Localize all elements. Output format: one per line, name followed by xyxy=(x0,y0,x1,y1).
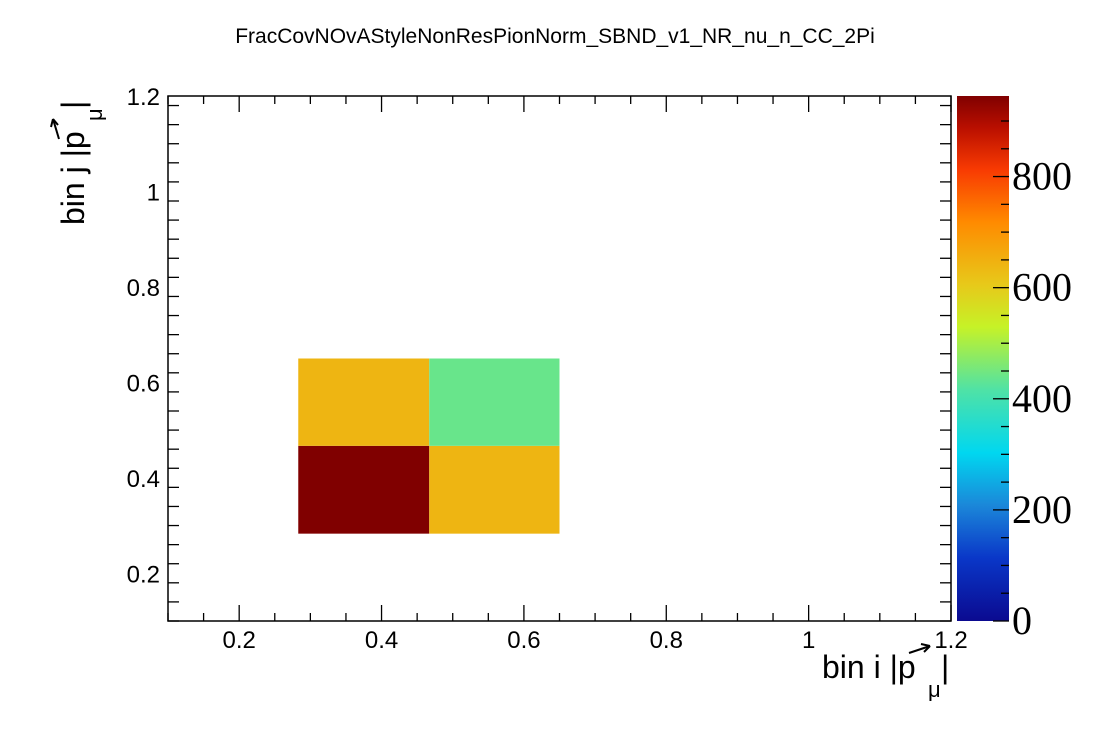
z-tick-label: 400 xyxy=(1012,376,1072,421)
z-tick-label: 0 xyxy=(1012,598,1032,643)
vector-arrow-icon xyxy=(908,643,931,654)
y-axis-tick-labels: 0.2 0.4 0.6 0.8 1 1.2 xyxy=(127,84,160,588)
y-axis-label: bin j |p μ | xyxy=(50,101,107,225)
x-tick-label: 1 xyxy=(802,627,815,654)
y-tick-label: 0.6 xyxy=(127,370,160,397)
y-axis-ticks xyxy=(168,104,951,622)
color-scale-tick-labels: 0 200 400 600 800 xyxy=(1012,154,1072,643)
heatmap-cell xyxy=(429,358,560,446)
x-tick-label: 0.4 xyxy=(365,627,398,654)
y-tick-label: 1.2 xyxy=(127,84,160,111)
vector-arrow-icon xyxy=(50,118,60,140)
x-axis-label-prefix: bin i | xyxy=(822,649,898,685)
x-tick-label: 0.2 xyxy=(222,627,255,654)
heatmap-cell xyxy=(298,358,430,446)
x-axis-label: bin i |p μ | xyxy=(822,643,949,702)
x-tick-label: 0.6 xyxy=(507,627,540,654)
y-tick-label: 1 xyxy=(147,179,160,206)
x-axis-label-sub: μ xyxy=(928,677,941,702)
y-tick-label: 0.8 xyxy=(127,275,160,302)
chart-title: FracCovNOvAStyleNonResPionNorm_SBND_v1_N… xyxy=(235,25,875,48)
y-axis-label-suffix: | xyxy=(55,101,91,109)
z-tick-label: 200 xyxy=(1012,487,1072,532)
y-tick-label: 0.4 xyxy=(127,466,160,493)
y-axis-label-p: p xyxy=(55,131,91,149)
y-tick-label: 0.2 xyxy=(127,561,160,588)
heatmap-cell xyxy=(429,445,560,534)
x-axis-ticks xyxy=(167,96,952,621)
x-tick-label: 1.2 xyxy=(934,627,967,654)
x-tick-label: 0.8 xyxy=(650,627,683,654)
color-scale-bar xyxy=(957,96,1009,621)
x-axis-tick-labels: 0.2 0.4 0.6 0.8 1 1.2 xyxy=(222,627,967,654)
x-axis-label-suffix: | xyxy=(941,649,949,685)
x-axis-label-p: p xyxy=(898,649,916,685)
y-axis-label-sub: μ xyxy=(82,108,107,121)
heatmap-cells xyxy=(298,358,560,534)
heatmap-cell xyxy=(298,445,430,534)
svg-text:bin j |p: bin j |p xyxy=(55,131,91,225)
z-tick-label: 800 xyxy=(1012,154,1072,199)
color-scale-ticks xyxy=(993,120,1009,622)
svg-text:bin i |p: bin i |p xyxy=(822,649,916,685)
y-axis-label-prefix: bin j | xyxy=(55,149,91,225)
z-tick-label: 600 xyxy=(1012,265,1072,310)
